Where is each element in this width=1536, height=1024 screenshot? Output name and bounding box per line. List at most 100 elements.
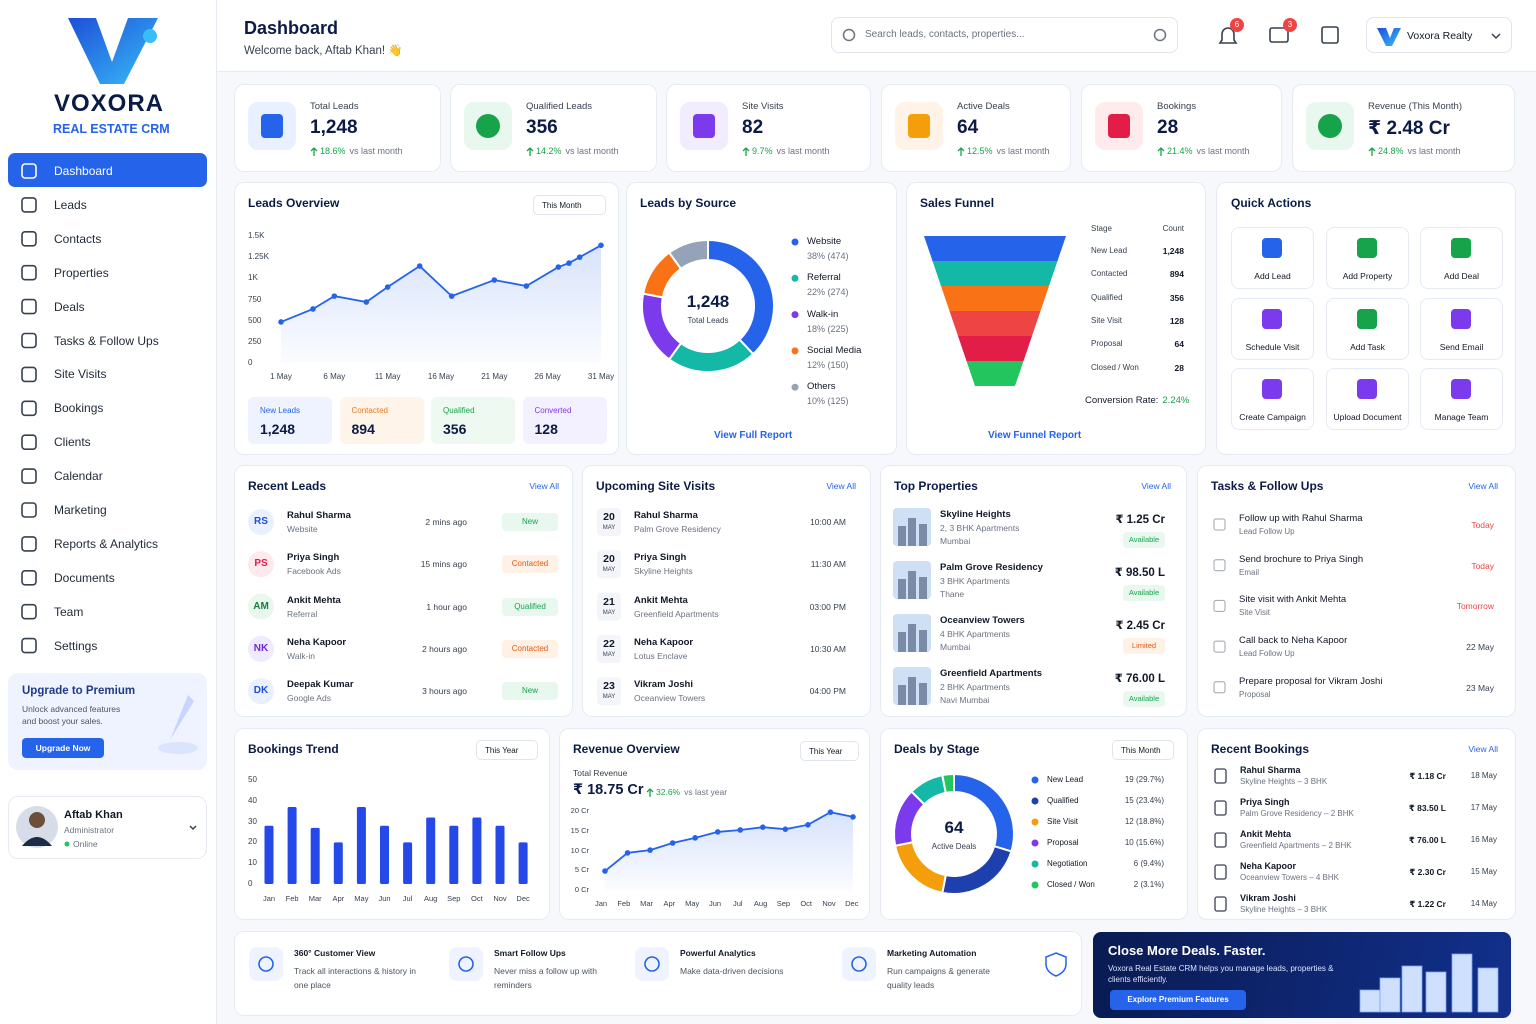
visit-month: MAY bbox=[602, 609, 616, 616]
upgrade-title: Upgrade to Premium bbox=[22, 685, 136, 697]
feature-title: Marketing Automation bbox=[887, 948, 977, 958]
filter-select[interactable]: This Month bbox=[533, 195, 606, 215]
y-tick-label: 0 Cr bbox=[574, 885, 589, 894]
lead-time: 1 hour ago bbox=[426, 601, 467, 612]
property-name: Greenfield Apartments bbox=[940, 668, 1043, 679]
nav-item[interactable]: Calendar bbox=[54, 469, 103, 484]
quick-action-tile[interactable] bbox=[1420, 298, 1503, 360]
card bbox=[234, 728, 550, 920]
revenue-change-note: vs last year bbox=[684, 787, 728, 797]
funnel-stage-count: 28 bbox=[1174, 362, 1184, 373]
legend-label: Referral bbox=[807, 272, 841, 284]
promo-button[interactable]: Explore Premium Features bbox=[1110, 990, 1246, 1010]
property-name: Oceanview Towers bbox=[940, 615, 1025, 626]
property-price: ₹ 98.50 L bbox=[1114, 567, 1165, 579]
task-due: 23 May bbox=[1466, 682, 1494, 693]
view-all[interactable]: View All bbox=[529, 481, 559, 491]
nav-item[interactable]: Leads bbox=[54, 197, 87, 212]
nav-item[interactable]: Dashboard bbox=[54, 164, 113, 178]
visit-name: Rahul Sharma bbox=[634, 510, 698, 521]
quick-action-tile[interactable] bbox=[1231, 368, 1314, 430]
x-tick-label: Mar bbox=[640, 899, 654, 908]
kpi-label: Bookings bbox=[1157, 101, 1197, 112]
nav-item[interactable]: Clients bbox=[54, 435, 91, 450]
nav-item[interactable]: Bookings bbox=[54, 401, 104, 416]
filter-select[interactable]: This Year bbox=[476, 740, 538, 760]
quick-action-tile[interactable] bbox=[1420, 227, 1503, 289]
kpi-change: 12.5% vs last month bbox=[967, 146, 1050, 156]
card-title: Revenue Overview bbox=[573, 742, 680, 756]
quick-action-tile[interactable] bbox=[1326, 298, 1409, 360]
report-link[interactable]: View Funnel Report bbox=[988, 430, 1082, 441]
promo-title: Close More Deals. Faster. bbox=[1108, 943, 1266, 958]
booking-price: ₹ 1.22 Cr bbox=[1409, 899, 1446, 909]
filter-select[interactable]: This Year bbox=[800, 741, 859, 761]
nav-item[interactable]: Documents bbox=[54, 570, 115, 585]
upgrade-button[interactable]: Upgrade Now bbox=[22, 738, 104, 758]
nav-item[interactable]: Contacts bbox=[54, 231, 102, 246]
stat-label: Qualified bbox=[443, 406, 475, 415]
lead-name: Priya Singh bbox=[287, 552, 340, 564]
property-type: 4 BHK Apartments bbox=[940, 629, 1010, 639]
quick-action-label: Send Email bbox=[1439, 342, 1484, 352]
feature-title: Smart Follow Ups bbox=[494, 948, 566, 958]
quick-action-tile[interactable] bbox=[1231, 298, 1314, 360]
quick-action-tile[interactable] bbox=[1326, 368, 1409, 430]
booking-date: 15 May bbox=[1470, 867, 1497, 876]
booking-property: Greenfield Apartments – 2 BHK bbox=[1240, 841, 1352, 850]
nav-item[interactable]: Team bbox=[54, 604, 84, 619]
page-subtitle: Welcome back, Aftab Khan! 👋 bbox=[244, 45, 403, 57]
funnel-stage-label: New Lead bbox=[1091, 246, 1128, 255]
funnel-stage-count: 1,248 bbox=[1162, 246, 1184, 256]
legend-label: Negotiation bbox=[1047, 859, 1088, 868]
booking-property: Skyline Heights – 3 BHK bbox=[1240, 905, 1328, 914]
y-tick-label: 10 bbox=[248, 858, 257, 868]
lead-time: 2 hours ago bbox=[422, 643, 467, 654]
view-all[interactable]: View All bbox=[1468, 744, 1498, 754]
view-all[interactable]: View All bbox=[1468, 481, 1498, 491]
x-tick-label: Sep bbox=[447, 894, 461, 903]
legend-value: 10 (15.6%) bbox=[1124, 838, 1164, 847]
legend-label: New Lead bbox=[1047, 775, 1084, 784]
quick-action-label: Add Task bbox=[1350, 342, 1385, 352]
visit-day: 22 bbox=[603, 637, 615, 650]
report-link[interactable]: View Full Report bbox=[714, 430, 793, 441]
view-all[interactable]: View All bbox=[1141, 481, 1171, 491]
x-tick-label: Jun bbox=[708, 899, 722, 908]
kpi-value: 28 bbox=[1157, 117, 1179, 138]
donut-total-label: Active Deals bbox=[931, 842, 977, 851]
x-tick-label: 11 May bbox=[374, 372, 401, 381]
x-tick-label: Jul bbox=[733, 899, 743, 908]
nav-item[interactable]: Reports & Analytics bbox=[54, 536, 159, 551]
task-due: 22 May bbox=[1466, 642, 1494, 653]
view-all[interactable]: View All bbox=[826, 481, 856, 491]
property-name: Palm Grove Residency bbox=[940, 562, 1043, 573]
quick-action-tile[interactable] bbox=[1420, 368, 1503, 430]
conversion-rate: Conversion Rate: 2.24% bbox=[1085, 395, 1189, 406]
visit-name: Priya Singh bbox=[634, 552, 687, 564]
search-box[interactable] bbox=[831, 17, 1178, 53]
task-due: Today bbox=[1471, 520, 1494, 530]
nav-item[interactable]: Deals bbox=[54, 299, 85, 314]
y-tick-label: 250 bbox=[248, 336, 262, 346]
card-title: Sales Funnel bbox=[920, 196, 995, 210]
card-title: Bookings Trend bbox=[248, 742, 339, 756]
donut-total-label: Total Leads bbox=[687, 316, 729, 325]
card bbox=[1081, 84, 1282, 172]
filter-select[interactable]: This Month bbox=[1112, 740, 1174, 760]
quick-action-tile[interactable] bbox=[1326, 227, 1409, 289]
legend-label: Website bbox=[807, 236, 842, 247]
nav-item[interactable]: Tasks & Follow Ups bbox=[54, 333, 159, 348]
card-title: Recent Bookings bbox=[1211, 742, 1310, 756]
lead-initials: RS bbox=[254, 516, 268, 527]
nav-item[interactable]: Properties bbox=[54, 265, 109, 280]
x-tick-label: 21 May bbox=[481, 372, 508, 381]
user-status: Online bbox=[73, 839, 98, 849]
quick-action-tile[interactable] bbox=[1231, 227, 1314, 289]
nav-item[interactable]: Settings bbox=[54, 638, 98, 653]
property-city: Thane bbox=[940, 589, 965, 599]
nav-item[interactable]: Marketing bbox=[54, 503, 107, 517]
visit-day: 20 bbox=[603, 511, 615, 523]
quick-action-label: Upload Document bbox=[1333, 412, 1402, 422]
nav-item[interactable]: Site Visits bbox=[54, 367, 107, 382]
